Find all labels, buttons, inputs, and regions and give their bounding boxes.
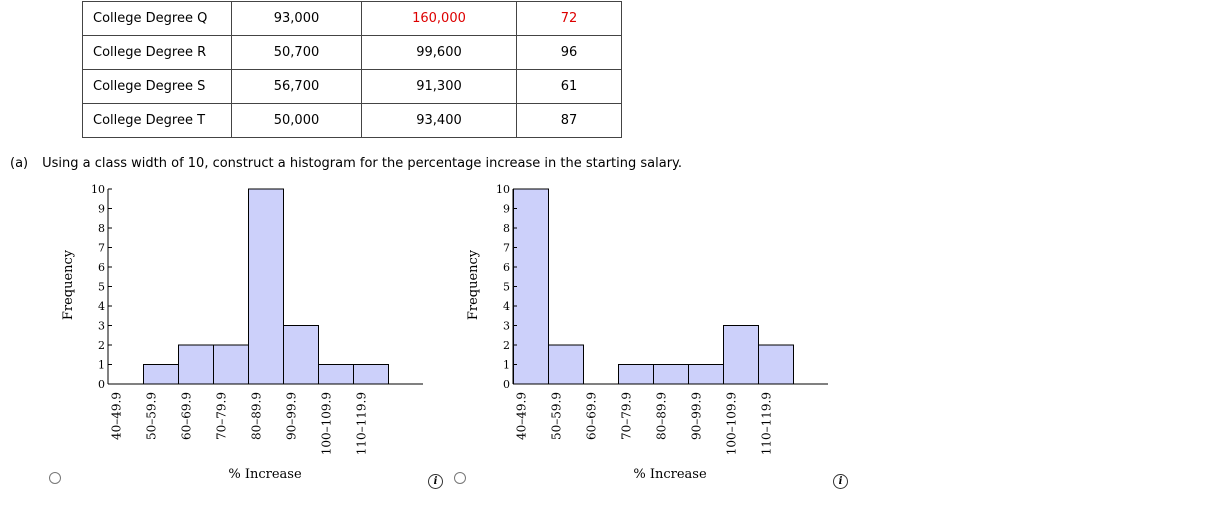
y-tick-label: 2 <box>98 339 105 352</box>
histogram-bar <box>248 188 284 385</box>
x-tick-label: 110–119.9 <box>355 392 369 455</box>
x-tick-label: 80–89.9 <box>655 392 669 440</box>
y-tick-label: 10 <box>496 183 510 196</box>
y-axis-label: Frequency <box>61 249 76 320</box>
degree-name: College Degree R <box>82 35 232 70</box>
histogram-bar <box>318 364 354 385</box>
histogram-bar <box>723 325 759 385</box>
x-tick-label: 100–109.9 <box>725 392 739 455</box>
salary-table: College Degree Q 93,000 160,000 72 Colle… <box>82 1 622 138</box>
table-cell: 96 <box>516 35 622 70</box>
degree-name: College Degree T <box>82 103 232 138</box>
y-tick-label: 9 <box>503 203 510 216</box>
y-tick-label: 6 <box>98 261 105 274</box>
x-tick-label: 70–79.9 <box>620 392 634 440</box>
histogram-bar <box>758 344 794 385</box>
y-tick-label: 3 <box>503 320 510 333</box>
radio-button-option-2[interactable] <box>454 472 466 484</box>
histogram-bar <box>618 364 654 385</box>
degree-name: College Degree S <box>82 69 232 104</box>
info-icon[interactable]: i <box>833 474 848 489</box>
y-tick-label: 0 <box>503 378 510 391</box>
y-tick-label: 10 <box>91 183 105 196</box>
histogram-bar <box>688 364 724 385</box>
y-axis-label: Frequency <box>466 249 481 320</box>
table-cell: 61 <box>516 69 622 104</box>
x-tick-label: 110–119.9 <box>760 392 774 455</box>
table-cell: 93,400 <box>361 103 517 138</box>
table-cell: 93,000 <box>231 1 362 36</box>
y-tick-label: 5 <box>98 281 105 294</box>
y-tick-label: 7 <box>98 242 105 255</box>
table-row: College Degree T 50,000 93,400 87 <box>82 103 622 138</box>
histogram-bar <box>213 344 249 385</box>
table-cell: 50,000 <box>231 103 362 138</box>
y-tick-label: 8 <box>503 222 510 235</box>
y-tick-label: 8 <box>98 222 105 235</box>
y-tick-label: 4 <box>98 300 105 313</box>
x-tick-label: 60–69.9 <box>180 392 194 440</box>
question-body: Using a class width of 10, construct a h… <box>42 156 683 171</box>
table-cell: 72 <box>516 1 622 36</box>
histogram-bar <box>653 364 689 385</box>
table-row: College Degree Q 93,000 160,000 72 <box>82 1 622 36</box>
y-tick-label: 2 <box>503 339 510 352</box>
x-tick-label: 50–59.9 <box>145 392 159 440</box>
x-tick-label: 40–49.9 <box>515 392 529 440</box>
histogram-bar <box>283 325 319 385</box>
y-tick-label: 4 <box>503 300 510 313</box>
x-tick-label: 70–79.9 <box>215 392 229 440</box>
y-tick-label: 0 <box>98 378 105 391</box>
y-tick-label: 3 <box>98 320 105 333</box>
x-tick-label: 80–89.9 <box>250 392 264 440</box>
x-axis-label: % Increase <box>633 467 707 482</box>
histogram-bar <box>353 364 389 385</box>
degree-name: College Degree Q <box>82 1 232 36</box>
question-part-label: (a) <box>10 156 29 171</box>
histogram-option-2: 0 1 2 3 4 5 6 7 8 9 10 40–49.9 50–59.9 60–69.9 70–79.9… <box>466 183 828 482</box>
x-tick-label: 90–99.9 <box>690 392 704 440</box>
x-tick-label: 90–99.9 <box>285 392 299 440</box>
y-tick-label: 7 <box>503 242 510 255</box>
table-cell: 91,300 <box>361 69 517 104</box>
table-cell: 50,700 <box>231 35 362 70</box>
y-tick-label: 1 <box>98 359 105 372</box>
x-tick-label: 50–59.9 <box>550 392 564 440</box>
radio-button-option-1[interactable] <box>49 472 61 484</box>
y-tick-label: 1 <box>503 359 510 372</box>
x-axis-label: % Increase <box>228 467 302 482</box>
histogram-bar <box>548 344 584 385</box>
x-tick-label: 100–109.9 <box>320 392 334 455</box>
y-tick-label: 9 <box>98 203 105 216</box>
histogram-bar <box>513 188 549 385</box>
histogram-bar <box>178 344 214 385</box>
table-cell: 160,000 <box>361 1 517 36</box>
x-tick-label: 60–69.9 <box>585 392 599 440</box>
y-tick-label: 6 <box>503 261 510 274</box>
histogram-bar <box>143 364 179 385</box>
info-icon[interactable]: i <box>428 474 443 489</box>
y-tick-label: 5 <box>503 281 510 294</box>
table-row: College Degree R 50,700 99,600 96 <box>82 35 622 70</box>
table-cell: 87 <box>516 103 622 138</box>
table-cell: 56,700 <box>231 69 362 104</box>
x-tick-label: 40–49.9 <box>110 392 124 440</box>
table-row: College Degree S 56,700 91,300 61 <box>82 69 622 104</box>
table-cell: 99,600 <box>361 35 517 70</box>
question-text: (a) Using a class width of 10, construct … <box>10 156 682 171</box>
histogram-option-1: 0 1 2 3 4 5 6 7 8 9 10 40–49.9 50–59.9 60–69.9 70–79.9… <box>61 183 423 482</box>
